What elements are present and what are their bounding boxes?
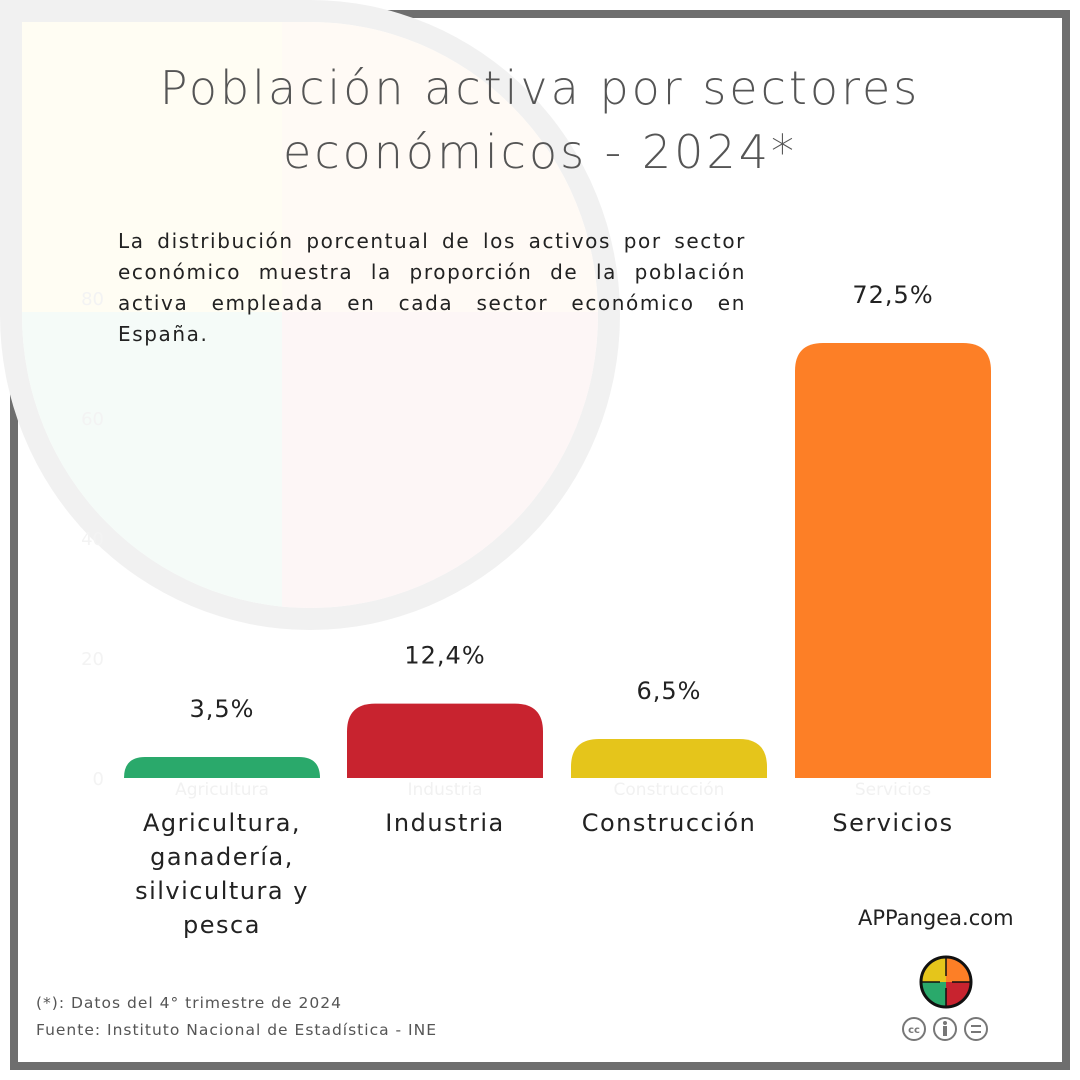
data-label: 12,4% xyxy=(404,642,485,670)
x-tick-label: Industria xyxy=(407,780,482,800)
category-label: Servicios xyxy=(832,809,954,837)
source-note: Fuente: Instituto Nacional de Estadístic… xyxy=(36,1021,437,1039)
category-label: Industria xyxy=(385,809,505,837)
y-tick-label: 60 xyxy=(81,409,104,430)
bar-chart: 0 20 40 60 80 3,5% Agricultura 12,4% Industria 6,… xyxy=(81,281,991,800)
svg-text:cc: cc xyxy=(908,1025,920,1036)
x-tick-label: Agricultura xyxy=(175,780,269,800)
bar-servicios xyxy=(795,343,991,778)
creative-commons-icons: cc xyxy=(902,1017,988,1041)
bar-agricultura xyxy=(124,757,320,778)
y-tick-label: 40 xyxy=(81,529,104,550)
bar-construcción xyxy=(571,739,767,778)
data-label: 72,5% xyxy=(852,281,933,309)
site-link[interactable]: APPangea.com xyxy=(858,906,1014,930)
chart-description: La distribución porcentual de los activo… xyxy=(118,229,746,346)
bar-industria xyxy=(347,703,543,778)
x-tick-label: Servicios xyxy=(855,780,931,800)
data-label: 6,5% xyxy=(637,677,702,705)
category-label: Construcción xyxy=(581,809,757,837)
chart-title: Población activa por sectores económicos… xyxy=(159,61,921,179)
category-label: Agricultura, ganadería, silvicultura y p… xyxy=(135,809,309,939)
x-tick-label: Construcción xyxy=(614,780,725,800)
footnote: (*): Datos del 4° trimestre de 2024 xyxy=(36,994,342,1012)
y-tick-label: 80 xyxy=(81,289,104,310)
appangea-puzzle-logo xyxy=(919,955,973,1009)
frame xyxy=(10,10,1070,1070)
data-label: 3,5% xyxy=(190,695,255,723)
y-tick-label: 20 xyxy=(81,649,104,670)
y-tick-label: 0 xyxy=(93,769,104,790)
